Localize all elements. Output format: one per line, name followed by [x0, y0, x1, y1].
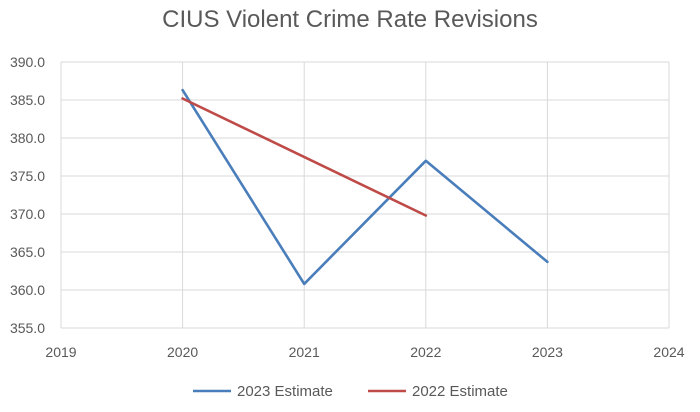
y-tick-label: 355.0 — [10, 320, 45, 336]
y-tick-label: 370.0 — [10, 206, 45, 222]
x-tick-label: 2022 — [410, 344, 441, 360]
legend-label-1: 2023 Estimate — [237, 383, 333, 400]
series-line-1 — [181, 88, 549, 286]
y-tick-label: 380.0 — [10, 130, 45, 146]
y-tick-label: 390.0 — [10, 54, 45, 70]
chart-title: CIUS Violent Crime Rate Revisions — [162, 6, 538, 33]
y-tick-label: 365.0 — [10, 244, 45, 260]
y-tick-label: 360.0 — [10, 282, 45, 298]
x-tick-label: 2019 — [45, 344, 76, 360]
y-tick-label: 375.0 — [10, 168, 45, 184]
series-line-2 — [181, 97, 428, 217]
legend-label-2: 2022 Estimate — [412, 383, 508, 400]
x-tick-label: 2024 — [653, 344, 684, 360]
y-tick-label: 385.0 — [10, 92, 45, 108]
x-tick-label: 2020 — [167, 344, 198, 360]
x-tick-label: 2021 — [289, 344, 320, 360]
x-tick-label: 2023 — [532, 344, 563, 360]
